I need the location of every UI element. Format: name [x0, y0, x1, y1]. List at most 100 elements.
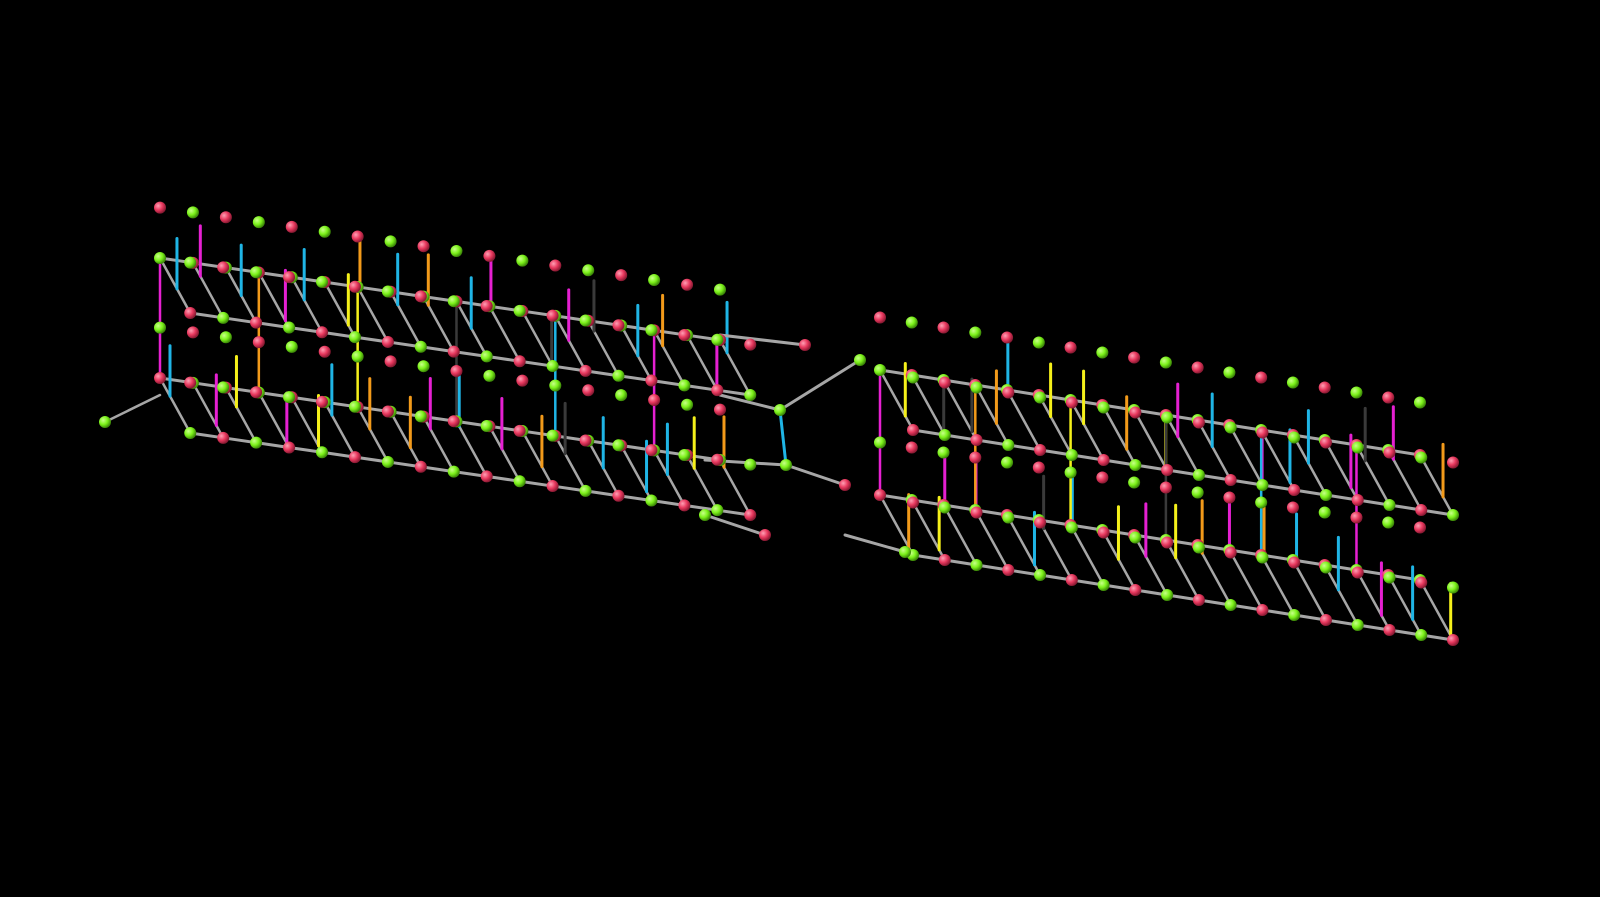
atom-type-b — [417, 240, 430, 253]
atom-type-b — [744, 509, 757, 521]
atom-type-b — [283, 441, 296, 454]
cross-bond — [323, 280, 357, 339]
atom-type-a — [414, 340, 427, 353]
atom-type-a — [1097, 579, 1110, 591]
atom-type-a — [1001, 456, 1014, 469]
atom-type-a — [186, 206, 199, 219]
atom-type-a — [615, 389, 628, 402]
cross-bond — [455, 420, 488, 478]
atom-type-b — [414, 460, 427, 473]
atom-type-b — [1191, 361, 1204, 374]
atom-type-b — [938, 376, 951, 389]
cross-bond — [158, 376, 192, 435]
atom-type-b — [1065, 396, 1078, 409]
atom-type-b — [907, 496, 919, 509]
atom-type-a — [250, 436, 263, 449]
atom-type-a — [348, 400, 361, 413]
atom-type-a — [1224, 599, 1237, 611]
cross-bond — [1355, 443, 1391, 507]
atom-type-b — [1319, 614, 1332, 626]
atom-layer — [99, 201, 1459, 646]
atom-type-b — [1447, 634, 1459, 646]
atom-type-b — [874, 311, 886, 324]
cross-bond — [1196, 543, 1232, 607]
cross-bond — [290, 276, 324, 334]
atom-type-a — [1415, 451, 1428, 464]
atom-type-a — [480, 350, 493, 363]
atom-type-b — [516, 374, 529, 387]
atom-type-a — [970, 381, 983, 394]
atom-type-a — [1192, 469, 1205, 481]
atom-type-b — [316, 326, 329, 339]
junction-bond — [784, 463, 847, 487]
cross-bond — [488, 424, 521, 483]
atom-type-a — [384, 235, 397, 248]
atom-type-b — [217, 431, 230, 444]
atom-type-a — [678, 379, 691, 392]
atom-type-a — [184, 427, 197, 439]
cross-bond — [323, 400, 357, 459]
junction-bond — [778, 358, 862, 412]
atom-type-b — [483, 249, 496, 262]
atom-type-b — [348, 451, 361, 464]
atom-type-b — [1255, 371, 1268, 384]
atom-type-a — [1351, 619, 1364, 631]
atom-type-a — [1318, 506, 1331, 519]
cross-bond — [1355, 568, 1391, 632]
junction-bond — [703, 513, 767, 537]
atom-type-a — [1034, 569, 1047, 581]
atom-type-b — [450, 365, 463, 378]
atom-type-a — [970, 559, 983, 571]
atom-type-b — [447, 415, 460, 428]
atom-type-a — [351, 350, 364, 363]
atom-type-b — [615, 269, 628, 282]
atom-type-b — [513, 424, 526, 437]
atom-type-b — [645, 444, 658, 457]
atom-type-b — [1097, 526, 1110, 539]
atom-type-b — [645, 374, 658, 387]
cross-bond — [290, 396, 324, 454]
cross-bond — [1323, 563, 1359, 627]
atom-type-b — [678, 328, 691, 341]
atom-type-a — [1129, 459, 1142, 471]
cross-bond — [718, 338, 752, 397]
atom-type-a — [285, 340, 298, 353]
atom-type-a — [645, 494, 658, 507]
atom-type-b — [1288, 556, 1301, 569]
atom-type-b — [579, 434, 592, 447]
atom-type-b — [1351, 494, 1364, 506]
atom-type-b — [285, 220, 298, 233]
atom-type-a — [447, 295, 460, 308]
atom-type-a — [154, 321, 166, 334]
atom-type-b — [1002, 564, 1015, 576]
cross-bond — [521, 429, 554, 488]
atom-type-a — [1256, 479, 1269, 491]
atom-type-a — [612, 439, 625, 452]
atom-type-b — [582, 384, 595, 397]
atom-type-a — [549, 379, 562, 392]
cross-bond — [1418, 578, 1455, 642]
cross-bond — [718, 458, 752, 517]
atom-type-a — [381, 285, 394, 298]
atom-type-b — [250, 316, 263, 329]
atom-type-b — [905, 441, 918, 454]
bond-layer — [103, 224, 1455, 642]
atom-type-b — [1064, 341, 1077, 354]
atom-type-b — [579, 364, 592, 377]
cross-bond — [1323, 438, 1359, 502]
atom-type-b — [678, 499, 691, 512]
atom-type-a — [1034, 391, 1047, 404]
atom-type-a — [1288, 609, 1301, 621]
atom-type-b — [648, 393, 661, 406]
atom-type-b — [744, 338, 757, 351]
atom-type-b — [381, 405, 394, 418]
atom-type-a — [1065, 521, 1078, 534]
junction-link — [778, 408, 788, 467]
cross-bond — [619, 324, 653, 382]
cross-bond — [1228, 423, 1264, 487]
cross-bond — [554, 434, 587, 493]
atom-type-a — [1447, 509, 1459, 521]
atom-type-b — [1223, 491, 1236, 504]
cross-bond — [1291, 433, 1328, 497]
